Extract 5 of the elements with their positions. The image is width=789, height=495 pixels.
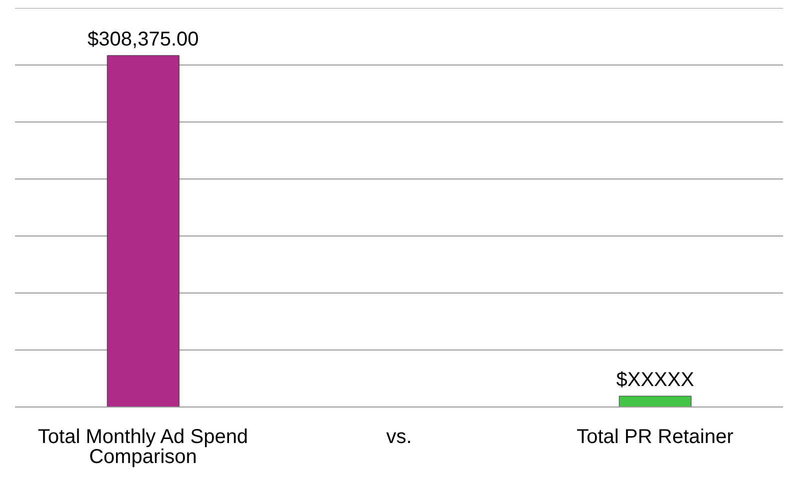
x-tick-label: Total Monthly Ad Spend Comparison [38, 426, 248, 468]
x-tick-label: vs. [386, 426, 412, 448]
x-tick-label: Total PR Retainer [576, 426, 734, 448]
data-label: $308,375.00 [88, 28, 199, 50]
data-label: $XXXXX [616, 369, 694, 392]
